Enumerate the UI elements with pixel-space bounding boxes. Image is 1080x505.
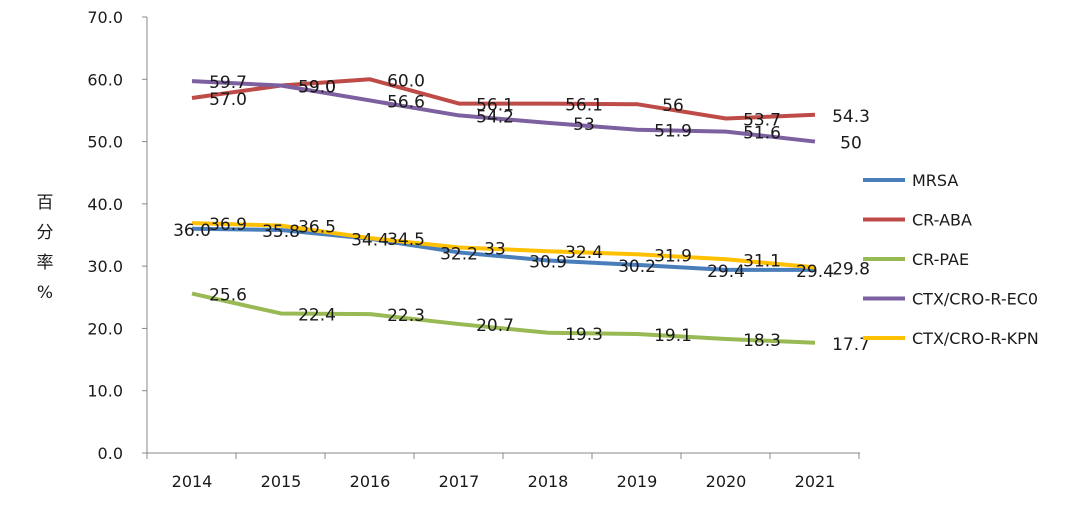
data-label: 36.9 <box>209 215 247 235</box>
y-tick-label: 50.0 <box>87 133 123 152</box>
y-axis-label: 分 <box>37 223 54 243</box>
x-tick-label: 2017 <box>439 472 480 491</box>
data-label: 29.4 <box>796 262 834 282</box>
data-label: 59.7 <box>209 73 247 93</box>
data-label: 30.9 <box>529 253 567 273</box>
legend-label: CR-PAE <box>912 250 969 269</box>
data-label: 32.4 <box>565 243 603 263</box>
data-label: 54.3 <box>832 107 870 127</box>
data-label: 56.6 <box>387 92 425 112</box>
y-tick-label: 60.0 <box>87 70 123 89</box>
series-line-cr-pae <box>191 291 816 345</box>
series-line-ctx-cro-r-ec0 <box>191 79 816 144</box>
data-label: 31.1 <box>743 251 781 271</box>
x-tick-label: 2015 <box>261 472 302 491</box>
legend-label: CR-ABA <box>912 211 972 230</box>
data-label: 33 <box>484 239 506 259</box>
legend-label: CTX/CRO-R-KPN <box>912 329 1039 348</box>
series-line-cr-aba <box>191 77 816 121</box>
data-label: 56 <box>662 96 684 116</box>
x-tick-label: 2016 <box>350 472 391 491</box>
data-label: 51.9 <box>654 122 692 142</box>
data-label: 22.4 <box>298 305 336 325</box>
y-axis-label: 率 <box>37 253 54 273</box>
data-label: 59.0 <box>298 78 336 98</box>
data-label: 34.5 <box>387 230 425 250</box>
data-label: 50 <box>840 134 862 154</box>
data-label: 30.2 <box>618 257 656 277</box>
y-tick-label: 40.0 <box>87 195 123 214</box>
series-line-ctx-cro-r-kpn <box>191 221 816 270</box>
y-axis-label: 百 <box>37 193 54 213</box>
x-tick-label: 2021 <box>795 472 836 491</box>
data-label: 56.1 <box>476 96 514 116</box>
data-label: 54.2 <box>476 107 514 127</box>
x-tick-label: 2014 <box>172 472 213 491</box>
x-tick-label: 2020 <box>706 472 747 491</box>
y-axis-label: % <box>37 283 53 303</box>
data-label: 51.6 <box>743 124 781 144</box>
data-label: 56.1 <box>565 96 603 116</box>
data-label: 53 <box>573 115 595 135</box>
data-label: 34.4 <box>351 231 389 251</box>
data-label: 19.3 <box>565 325 603 345</box>
y-tick-label: 20.0 <box>87 319 123 338</box>
data-label: 29.8 <box>832 259 870 279</box>
data-label: 29.4 <box>707 262 745 282</box>
data-label: 36.5 <box>298 218 336 238</box>
data-label: 17.7 <box>832 335 870 355</box>
series-line-mrsa <box>191 226 815 272</box>
x-tick-label: 2018 <box>528 472 569 491</box>
y-tick-label: 30.0 <box>87 257 123 276</box>
data-label: 53.7 <box>743 111 781 131</box>
data-label: 60.0 <box>387 71 425 91</box>
data-label: 32.2 <box>440 244 478 264</box>
data-label: 22.3 <box>387 306 425 326</box>
data-label: 19.1 <box>654 326 692 346</box>
data-label: 25.6 <box>209 286 247 306</box>
data-label: 20.7 <box>476 316 514 336</box>
data-label: 31.9 <box>654 246 692 266</box>
y-tick-label: 0.0 <box>98 444 123 463</box>
data-label: 59.0 <box>298 78 336 98</box>
legend-label: MRSA <box>912 171 958 190</box>
legend-label: CTX/CRO-R-EC0 <box>912 290 1038 309</box>
data-label: 35.8 <box>262 222 300 242</box>
data-label: 57.0 <box>209 90 247 110</box>
y-tick-label: 10.0 <box>87 382 123 401</box>
data-label: 18.3 <box>743 331 781 351</box>
x-tick-label: 2019 <box>617 472 658 491</box>
data-label: 36.0 <box>173 221 211 241</box>
y-tick-label: 70.0 <box>87 8 123 27</box>
